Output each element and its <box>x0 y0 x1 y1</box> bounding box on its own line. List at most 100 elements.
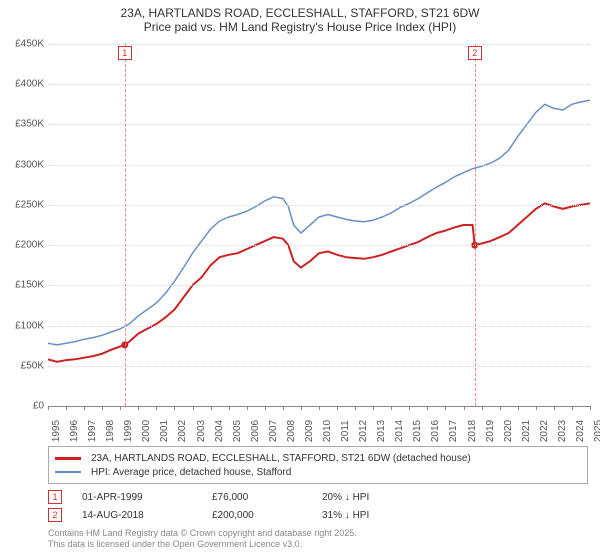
x-tick-label: 1997 <box>87 420 98 442</box>
sale-vertical-marker <box>475 44 476 406</box>
x-tick-label: 2011 <box>340 420 351 442</box>
x-tick-label: 2019 <box>485 420 496 442</box>
x-tick-label: 2016 <box>430 420 441 442</box>
x-tick-label: 1995 <box>51 420 62 442</box>
x-tick-mark <box>355 406 356 410</box>
legend-item: HPI: Average price, detached house, Staf… <box>55 465 581 479</box>
x-tick-label: 2000 <box>141 420 152 442</box>
x-tick-mark <box>445 406 446 410</box>
legend-swatch <box>55 471 81 473</box>
x-tick-mark <box>319 406 320 410</box>
y-tick-label: £0 <box>2 401 44 412</box>
y-tick-label: £250K <box>2 199 44 210</box>
x-tick-label: 2018 <box>467 420 478 442</box>
y-tick-label: £400K <box>2 79 44 90</box>
x-tick-mark <box>229 406 230 410</box>
x-tick-label: 1998 <box>105 420 116 442</box>
x-tick-mark <box>373 406 374 410</box>
license-line: This data is licensed under the Open Gov… <box>48 539 357 550</box>
x-tick-mark <box>211 406 212 410</box>
y-gridline <box>48 165 590 166</box>
x-tick-label: 2005 <box>232 420 243 442</box>
x-tick-label: 2004 <box>214 420 225 442</box>
sales-table: 1 01-APR-1999 £76,000 20% ↓ HPI 2 14-AUG… <box>48 488 588 524</box>
chart-lines-svg <box>48 44 590 406</box>
x-tick-label: 1999 <box>123 420 134 442</box>
legend-box: 23A, HARTLANDS ROAD, ECCLESHALL, STAFFOR… <box>48 446 588 484</box>
sale-delta: 20% ↓ HPI <box>322 492 442 503</box>
legend-label: HPI: Average price, detached house, Staf… <box>91 467 291 478</box>
sale-delta: 31% ↓ HPI <box>322 510 442 521</box>
y-gridline <box>48 326 590 327</box>
x-tick-mark <box>572 406 573 410</box>
x-tick-mark <box>102 406 103 410</box>
y-gridline <box>48 366 590 367</box>
series-line-hpi <box>48 100 590 345</box>
chart-container: 23A, HARTLANDS ROAD, ECCLESHALL, STAFFOR… <box>0 0 600 560</box>
x-tick-label: 2008 <box>286 420 297 442</box>
sale-marker-badge: 2 <box>48 508 62 522</box>
x-tick-label: 2002 <box>177 420 188 442</box>
x-tick-mark <box>247 406 248 410</box>
title-block: 23A, HARTLANDS ROAD, ECCLESHALL, STAFFOR… <box>0 0 600 34</box>
x-tick-label: 2021 <box>521 420 532 442</box>
x-tick-mark <box>391 406 392 410</box>
x-tick-label: 2020 <box>503 420 514 442</box>
y-tick-label: £50K <box>2 360 44 371</box>
y-tick-label: £150K <box>2 280 44 291</box>
sale-price: £200,000 <box>212 510 322 521</box>
y-gridline <box>48 84 590 85</box>
x-tick-mark <box>193 406 194 410</box>
x-tick-mark <box>156 406 157 410</box>
x-tick-label: 2012 <box>358 420 369 442</box>
y-tick-label: £450K <box>2 39 44 50</box>
y-tick-label: £200K <box>2 240 44 251</box>
sale-price: £76,000 <box>212 492 322 503</box>
x-tick-label: 2010 <box>322 420 333 442</box>
legend-label: 23A, HARTLANDS ROAD, ECCLESHALL, STAFFOR… <box>91 453 471 464</box>
x-tick-mark <box>283 406 284 410</box>
x-tick-label: 2024 <box>575 420 586 442</box>
x-tick-mark <box>138 406 139 410</box>
x-tick-mark <box>265 406 266 410</box>
x-tick-mark <box>500 406 501 410</box>
legend-item: 23A, HARTLANDS ROAD, ECCLESHALL, STAFFOR… <box>55 451 581 465</box>
y-gridline <box>48 245 590 246</box>
x-tick-mark <box>590 406 591 410</box>
x-tick-label: 2025 <box>593 420 600 442</box>
x-tick-label: 2022 <box>539 420 550 442</box>
x-tick-label: 2006 <box>250 420 261 442</box>
y-tick-label: £100K <box>2 320 44 331</box>
sale-vertical-marker <box>125 44 126 406</box>
x-tick-mark <box>536 406 537 410</box>
y-tick-label: £350K <box>2 119 44 130</box>
x-tick-label: 2013 <box>376 420 387 442</box>
x-tick-label: 1996 <box>69 420 80 442</box>
x-tick-label: 2015 <box>412 420 423 442</box>
legend-swatch <box>55 457 81 460</box>
x-tick-mark <box>409 406 410 410</box>
x-tick-mark <box>518 406 519 410</box>
title-subtitle: Price paid vs. HM Land Registry's House … <box>0 20 600 34</box>
sale-marker-number: 2 <box>468 46 482 60</box>
x-tick-label: 2023 <box>557 420 568 442</box>
chart-plot-area: £0£50K£100K£150K£200K£250K£300K£350K£400… <box>48 44 590 407</box>
x-tick-mark <box>482 406 483 410</box>
y-tick-label: £300K <box>2 159 44 170</box>
sale-marker-number: 1 <box>118 46 132 60</box>
x-tick-mark <box>48 406 49 410</box>
x-tick-mark <box>301 406 302 410</box>
x-tick-label: 2003 <box>196 420 207 442</box>
x-tick-mark <box>464 406 465 410</box>
series-line-price_paid <box>48 203 590 361</box>
license-text: Contains HM Land Registry data © Crown c… <box>48 528 357 551</box>
sale-marker-badge: 1 <box>48 490 62 504</box>
y-gridline <box>48 44 590 45</box>
x-tick-mark <box>84 406 85 410</box>
y-gridline <box>48 124 590 125</box>
x-tick-mark <box>120 406 121 410</box>
x-tick-label: 2007 <box>268 420 279 442</box>
x-tick-mark <box>554 406 555 410</box>
x-tick-label: 2009 <box>304 420 315 442</box>
x-tick-label: 2017 <box>448 420 459 442</box>
